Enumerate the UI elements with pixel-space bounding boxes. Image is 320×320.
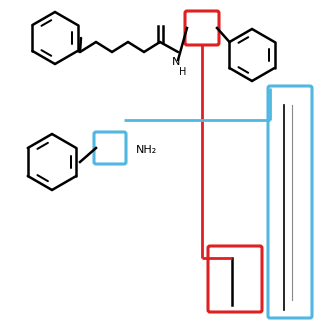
Text: N: N xyxy=(172,57,180,67)
Text: NH₂: NH₂ xyxy=(136,145,157,155)
Text: H: H xyxy=(179,67,187,77)
